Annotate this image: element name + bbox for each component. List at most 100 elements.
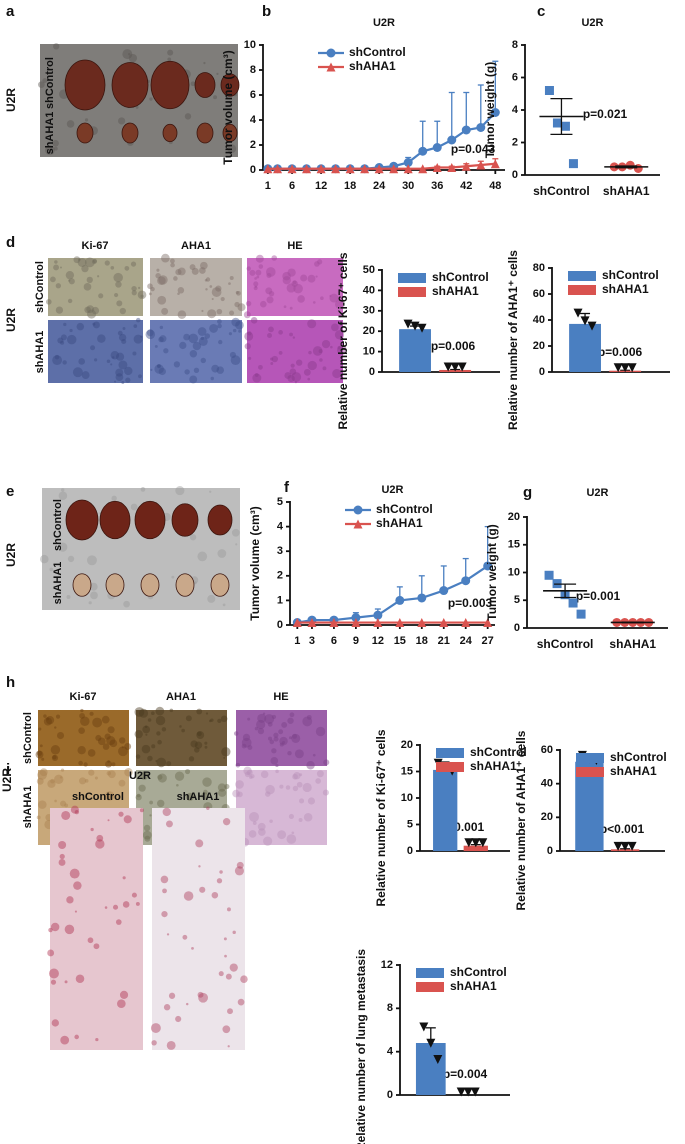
y-tick-label: 8 <box>512 39 518 51</box>
photo-texture <box>123 600 130 608</box>
photo-texture <box>52 755 57 760</box>
photo-texture <box>283 305 287 309</box>
photo-texture <box>155 760 158 763</box>
photo-texture <box>77 257 87 267</box>
x-tick-label: 3 <box>309 635 315 647</box>
row-label: shControl <box>52 499 64 551</box>
y-tick-label: 6 <box>512 71 518 83</box>
photo-texture <box>45 715 55 725</box>
photo-texture <box>117 999 126 1009</box>
photo-texture <box>140 294 144 298</box>
photo-texture <box>257 713 267 723</box>
y-axis-label: Tumor volume (cm³) <box>248 506 262 620</box>
y-axis-label: Relative number of lung metastasis <box>354 949 368 1144</box>
photo-texture <box>110 265 115 270</box>
x-tick-label: 1 <box>294 635 300 647</box>
photo-texture <box>247 331 252 336</box>
x-tick-label: shAHA1 <box>603 184 650 198</box>
photo-texture <box>156 268 160 272</box>
photo-texture <box>171 575 175 579</box>
marker <box>395 618 405 628</box>
photo-texture <box>49 567 54 572</box>
photo-texture <box>51 1019 59 1027</box>
photo-texture <box>110 363 113 366</box>
photo-texture <box>161 307 169 315</box>
marker <box>417 618 427 628</box>
photo-texture <box>113 272 123 283</box>
x-tick-label: 18 <box>416 635 428 647</box>
marker <box>403 164 413 174</box>
photo-texture <box>77 797 81 801</box>
y-tick-label: 20 <box>508 511 520 523</box>
photo-texture <box>55 714 61 719</box>
panel-label: h <box>6 674 15 691</box>
photo-texture <box>139 708 149 718</box>
panel-label: d <box>6 234 15 251</box>
photo-texture <box>53 43 60 50</box>
y-tick-label: 4 <box>277 521 284 533</box>
y-tick-label: 2 <box>277 570 283 582</box>
photo-texture <box>60 340 65 345</box>
photo-texture <box>89 711 94 716</box>
photo-texture <box>38 727 42 731</box>
photo-texture <box>156 731 161 736</box>
photo-texture <box>234 301 240 308</box>
photo-texture <box>204 745 208 749</box>
photo-texture <box>104 906 108 909</box>
tumor <box>210 573 230 597</box>
photo-texture <box>93 943 100 950</box>
photo-texture <box>94 776 98 780</box>
x-tick-label: shControl <box>537 637 594 651</box>
photo-texture <box>83 283 92 291</box>
photo-texture <box>317 259 323 265</box>
photo-texture <box>60 768 65 772</box>
marker <box>353 505 363 515</box>
marker <box>447 163 457 172</box>
photo-texture <box>104 733 111 740</box>
x-tick-label: 9 <box>353 635 359 647</box>
legend-swatch <box>436 748 464 758</box>
photo-texture <box>161 727 167 732</box>
photo-texture <box>162 807 171 817</box>
photo-texture <box>287 268 296 277</box>
photo-texture <box>124 743 132 750</box>
photo-texture <box>321 339 331 349</box>
chart-title: U2R <box>581 17 603 29</box>
photo-texture <box>53 264 60 271</box>
photo-texture <box>216 366 225 374</box>
photo-texture <box>60 1035 70 1045</box>
photo-texture <box>266 267 276 277</box>
photo-texture <box>200 261 208 270</box>
photo-texture <box>64 924 75 935</box>
photo-texture <box>158 367 166 376</box>
photo-texture <box>179 725 182 728</box>
marker <box>490 159 500 169</box>
photo-texture <box>147 283 153 290</box>
photo-texture <box>167 49 174 56</box>
photo-texture <box>35 750 44 759</box>
x-tick-label: 27 <box>482 635 494 647</box>
photo-texture <box>163 348 169 354</box>
photo-texture <box>43 714 47 718</box>
photo-texture <box>90 591 98 600</box>
photo-texture <box>287 751 292 756</box>
marker <box>560 121 570 131</box>
photo-texture <box>215 285 222 292</box>
y-tick-label: 8 <box>250 64 256 76</box>
photo-texture <box>233 731 239 736</box>
photo-texture <box>50 745 61 755</box>
photo-texture <box>289 306 293 310</box>
photo-texture <box>87 937 94 944</box>
photo-texture <box>84 118 89 122</box>
photo-texture <box>315 778 321 784</box>
photo-texture <box>205 288 208 291</box>
photo-texture <box>334 330 345 340</box>
marker <box>403 319 413 329</box>
marker <box>544 570 554 580</box>
photo-texture <box>87 309 97 319</box>
y-axis-label: Relative number of AHA1⁺ cells <box>514 730 528 910</box>
photo-texture <box>284 372 292 379</box>
photo-texture <box>224 783 230 790</box>
photo-texture <box>227 1045 230 1048</box>
photo-texture <box>306 714 312 720</box>
